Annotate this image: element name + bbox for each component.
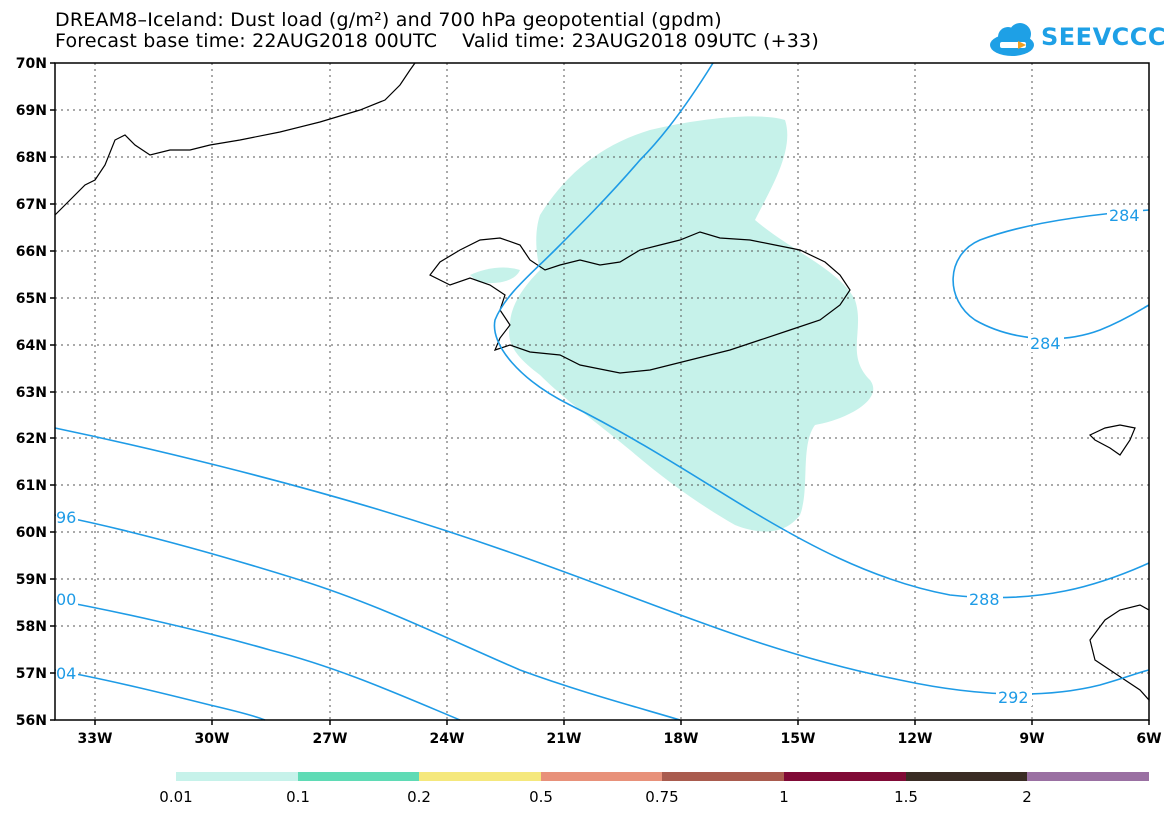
lat-label: 70N [16,56,47,72]
lat-label: 58N [16,619,47,635]
seevccc-logo [990,23,1034,56]
contour-288 [493,62,1150,599]
contour-296 [54,514,681,721]
contour-label: 284 [1030,334,1061,353]
colorbar-label: 0.2 [407,788,431,806]
lon-label: 33W [78,731,113,747]
contour-label: 04 [56,664,76,683]
lon-label: 24W [430,731,465,747]
greenland-coast [54,62,416,216]
lat-label: 61N [16,478,47,494]
lat-label: 59N [16,572,47,588]
colorbar-label: 2 [1022,788,1032,806]
colorbar-swatch [1027,772,1149,781]
forecast-times: Forecast base time: 22AUG2018 00UTC Vali… [55,30,819,52]
lon-label: 18W [664,731,699,747]
colorbar [176,772,1149,781]
lat-label: 68N [16,150,47,166]
faroe-shetland-coast [1088,424,1136,456]
dust-load-area-west [470,267,520,284]
lon-label: 9W [1019,731,1044,747]
contour-labels: 284 284 288 292 96 00 04 [56,206,1143,707]
contour-label: 288 [969,590,1000,609]
colorbar-swatch [419,772,541,781]
map-title: DREAM8–Iceland: Dust load (g/m²) and 700… [55,9,722,31]
colorbar-label: 0.1 [286,788,310,806]
colorbar-label: 0.01 [159,788,192,806]
contour-284 [952,209,1150,340]
lat-label: 62N [16,431,47,447]
lat-label: 67N [16,197,47,213]
lat-label: 63N [16,385,47,401]
lat-label: 60N [16,525,47,541]
colorbar-swatch [298,772,419,781]
lon-label: 15W [781,731,816,747]
lat-label: 69N [16,103,47,119]
lon-label: 27W [313,731,348,747]
colorbar-labels: 0.01 0.1 0.2 0.5 0.75 1 1.5 2 [159,788,1031,806]
contour-label: 292 [998,688,1029,707]
ticks [50,62,1150,725]
colorbar-label: 0.75 [645,788,678,806]
coastlines [54,62,1150,702]
contour-label: 00 [56,590,76,609]
lon-label: 30W [195,731,230,747]
colorbar-swatch [784,772,906,781]
colorbar-label: 1.5 [894,788,918,806]
contour-label: 284 [1109,206,1140,225]
lon-label: 6W [1136,731,1161,747]
longitude-labels: 33W 30W 27W 24W 21W 18W 15W 12W 9W 6W [78,731,1162,747]
lat-label: 65N [16,291,47,307]
latitude-labels: 56N 57N 58N 59N 60N 61N 62N 63N 64N 65N … [16,56,47,729]
colorbar-label: 0.5 [529,788,553,806]
contour-292 [54,427,1150,695]
colorbar-swatch [906,772,1027,781]
contour-label: 96 [56,508,76,527]
lon-label: 21W [547,731,582,747]
colorbar-label: 1 [779,788,789,806]
cloud-icon [990,23,1034,56]
lat-label: 64N [16,338,47,354]
lon-label: 12W [898,731,933,747]
dust-load-area [509,116,874,532]
contour-304 [54,669,266,721]
lat-label: 56N [16,713,47,729]
contour-300 [54,599,461,721]
geopotential-contours [54,62,1150,721]
graticule [55,63,1149,720]
lat-label: 66N [16,244,47,260]
colorbar-swatch [541,772,662,781]
colorbar-swatch [662,772,784,781]
colorbar-swatch [176,772,298,781]
logo-text: SEEVCCC [1041,23,1166,51]
lat-label: 57N [16,666,47,682]
iceland-coast [429,231,851,374]
